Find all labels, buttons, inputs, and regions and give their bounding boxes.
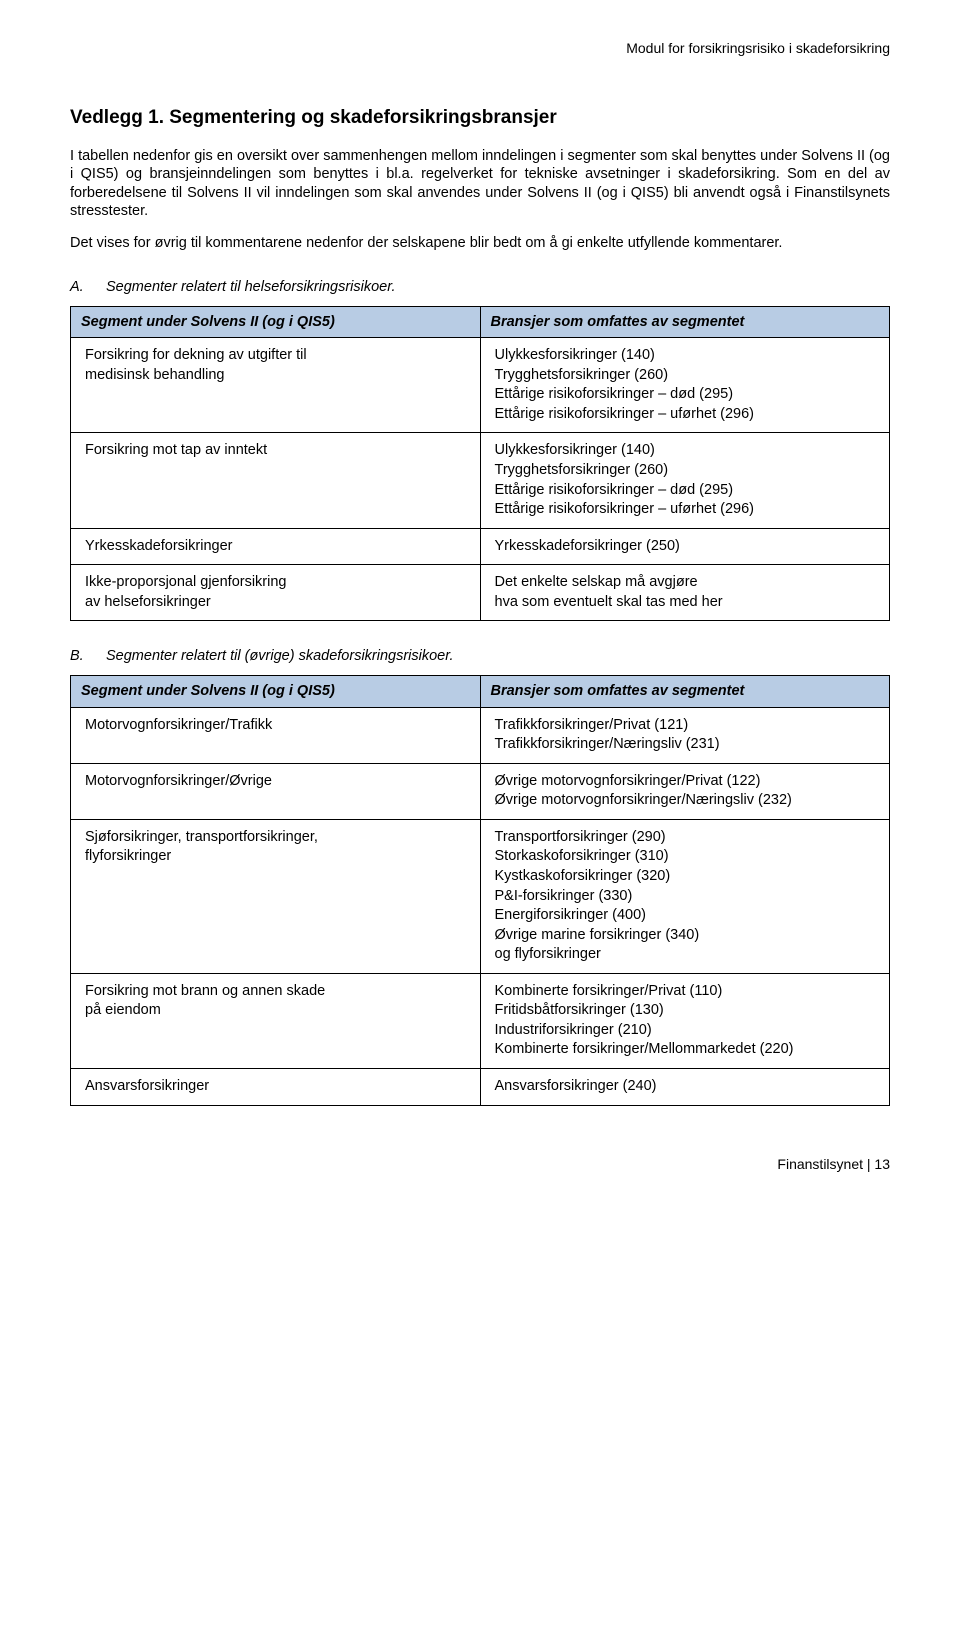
section-a-heading: A.Segmenter relatert til helseforsikring… — [70, 278, 890, 296]
table-cell-left: Yrkesskadeforsikringer — [71, 528, 481, 565]
table-cell-right: Ansvarsforsikringer (240) — [480, 1069, 890, 1106]
table-b-col1: Segment under Solvens II (og i QIS5) — [71, 676, 481, 707]
table-row: Forsikring mot brann og annen skade på e… — [71, 973, 890, 1068]
table-row: Forsikring for dekning av utgifter til m… — [71, 338, 890, 433]
section-b-letter: B. — [70, 647, 106, 665]
table-cell-right: Yrkesskadeforsikringer (250) — [480, 528, 890, 565]
page-title: Vedlegg 1. Segmentering og skadeforsikri… — [70, 106, 890, 130]
table-cell-left: Motorvognforsikringer/Trafikk — [71, 707, 481, 763]
table-cell-right: Øvrige motorvognforsikringer/Privat (122… — [480, 763, 890, 819]
table-b-col2: Bransjer som omfattes av segmentet — [480, 676, 890, 707]
section-a-letter: A. — [70, 278, 106, 296]
table-cell-right: Trafikkforsikringer/Privat (121) Trafikk… — [480, 707, 890, 763]
table-a-header-row: Segment under Solvens II (og i QIS5) Bra… — [71, 307, 890, 338]
table-cell-left: Motorvognforsikringer/Øvrige — [71, 763, 481, 819]
table-a-col1: Segment under Solvens II (og i QIS5) — [71, 307, 481, 338]
table-cell-right: Kombinerte forsikringer/Privat (110) Fri… — [480, 973, 890, 1068]
table-row: Yrkesskadeforsikringer Yrkesskadeforsikr… — [71, 528, 890, 565]
table-cell-left: Ansvarsforsikringer — [71, 1069, 481, 1106]
page-footer: Finanstilsynet | 13 — [70, 1156, 890, 1174]
table-cell-right: Transportforsikringer (290) Storkaskofor… — [480, 819, 890, 973]
paragraph-1: I tabellen nedenfor gis en oversikt over… — [70, 147, 890, 220]
table-cell-left: Forsikring mot tap av inntekt — [71, 433, 481, 528]
table-cell-left: Forsikring for dekning av utgifter til m… — [71, 338, 481, 433]
table-a-col2: Bransjer som omfattes av segmentet — [480, 307, 890, 338]
section-b-title: Segmenter relatert til (øvrige) skadefor… — [106, 648, 454, 664]
section-a-title: Segmenter relatert til helseforsikringsr… — [106, 279, 396, 295]
table-b-header-row: Segment under Solvens II (og i QIS5) Bra… — [71, 676, 890, 707]
table-b: Segment under Solvens II (og i QIS5) Bra… — [70, 675, 890, 1105]
table-row: Forsikring mot tap av inntekt Ulykkesfor… — [71, 433, 890, 528]
paragraph-2: Det vises for øvrig til kommentarene ned… — [70, 234, 890, 252]
table-cell-right: Ulykkesforsikringer (140) Trygghetsforsi… — [480, 338, 890, 433]
table-row: Sjøforsikringer, transportforsikringer, … — [71, 819, 890, 973]
table-cell-left: Sjøforsikringer, transportforsikringer, … — [71, 819, 481, 973]
table-row: Motorvognforsikringer/Trafikk Trafikkfor… — [71, 707, 890, 763]
table-cell-right: Ulykkesforsikringer (140) Trygghetsforsi… — [480, 433, 890, 528]
section-b-heading: B.Segmenter relatert til (øvrige) skadef… — [70, 647, 890, 665]
table-a: Segment under Solvens II (og i QIS5) Bra… — [70, 306, 890, 621]
table-row: Ansvarsforsikringer Ansvarsforsikringer … — [71, 1069, 890, 1106]
table-cell-left: Ikke-proporsjonal gjenforsikring av hels… — [71, 565, 481, 621]
table-row: Motorvognforsikringer/Øvrige Øvrige moto… — [71, 763, 890, 819]
page-header: Modul for forsikringsrisiko i skadeforsi… — [70, 40, 890, 58]
table-cell-left: Forsikring mot brann og annen skade på e… — [71, 973, 481, 1068]
table-cell-right: Det enkelte selskap må avgjøre hva som e… — [480, 565, 890, 621]
table-row: Ikke-proporsjonal gjenforsikring av hels… — [71, 565, 890, 621]
